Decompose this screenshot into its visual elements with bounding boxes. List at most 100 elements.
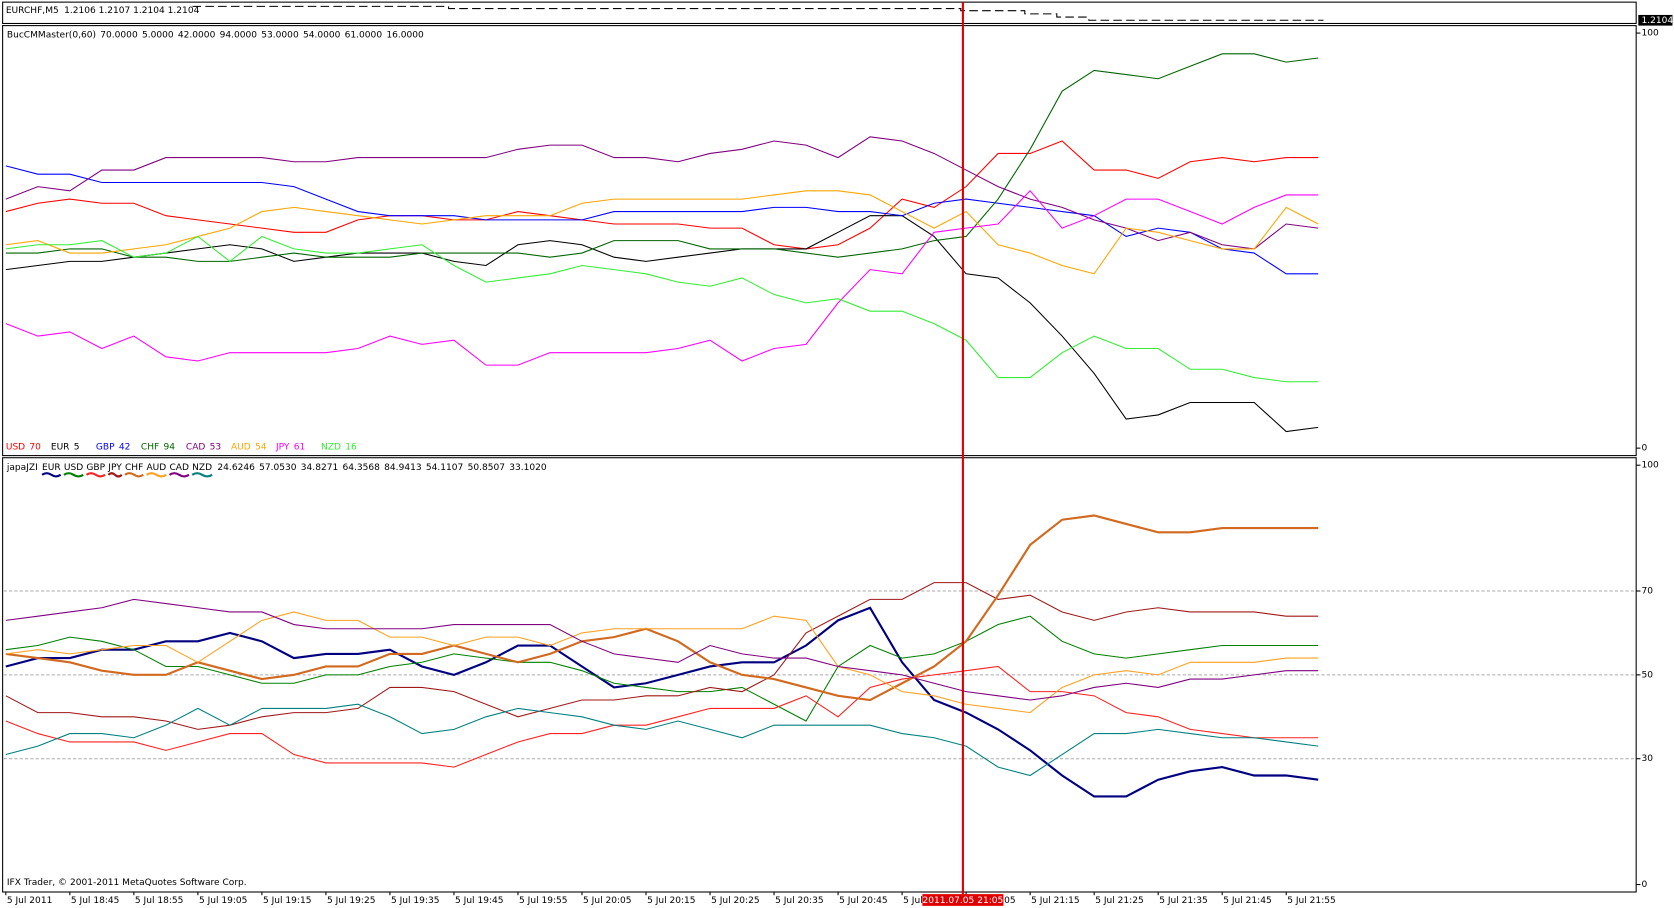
x-tick-label: 5 Jul 19:05 xyxy=(199,896,248,906)
legend-name: JPY xyxy=(275,443,290,453)
legend-name: NZD xyxy=(192,463,212,473)
price-label: 1.2104 xyxy=(1642,16,1674,26)
reading: 94.0000 xyxy=(220,31,258,41)
x-tick-label: 5 Jul 21:55 xyxy=(1287,896,1336,906)
price-line xyxy=(192,5,1324,21)
legend-glyph xyxy=(145,472,167,478)
x-tick-label: 5 Jul 21:45 xyxy=(1223,896,1272,906)
series-line xyxy=(5,606,1319,798)
series-line xyxy=(5,611,1319,714)
series-line xyxy=(5,598,1319,701)
series-line xyxy=(5,190,1319,275)
legend-name: AUD xyxy=(146,463,166,473)
y-tick-label: 70 xyxy=(1642,587,1654,597)
legend-name: NZD xyxy=(321,443,341,453)
x-tick-label: 5 Jul 21:35 xyxy=(1159,896,1208,906)
indicator-name: BucCMMaster(0,60) xyxy=(7,31,96,41)
x-tick-label: 5 Jul 18:55 xyxy=(135,896,184,906)
x-tick-label: 5 Jul 2011 xyxy=(7,896,52,906)
reading: 61.0000 xyxy=(345,31,383,41)
x-tick-label: 5 Jul 18:45 xyxy=(71,896,120,906)
legend-glyph xyxy=(41,472,62,478)
legend-glyph xyxy=(107,472,123,478)
x-tick-label: 5 Jul 20:35 xyxy=(775,896,824,906)
reading: 53.0000 xyxy=(261,31,299,41)
y-tick-label: 0 xyxy=(1642,444,1648,454)
legend-name: CHF xyxy=(125,463,143,473)
y-tick-label: 100 xyxy=(1642,29,1660,39)
indicator-name: japaJZI xyxy=(6,463,38,473)
series-line xyxy=(5,215,1319,433)
footer: IFX Trader, © 2001-2011 MetaQuotes Softw… xyxy=(7,878,247,888)
legend-value: 53 xyxy=(210,443,222,453)
series-line xyxy=(5,514,1319,702)
x-tick-label: 5 Jul 19:25 xyxy=(327,896,375,906)
reading: 64.3568 xyxy=(342,463,380,473)
quotes: 1.2106 1.2107 1.2104 1.2104 xyxy=(64,6,199,16)
plots: 5 Jul 2011 5 Jul 18:45 5 Jul 18:55 5 Jul 19… xyxy=(3,29,1660,906)
legend-name: USD xyxy=(64,463,83,473)
series-line xyxy=(5,165,1319,275)
y-tick-label: 30 xyxy=(1642,754,1654,764)
legend-value: 16 xyxy=(345,443,357,453)
legend-value: 5 xyxy=(74,443,80,453)
legend-value: 61 xyxy=(294,443,306,453)
legend-name: GBP xyxy=(96,443,115,453)
x-tick-label: 5 Jul 19:35 xyxy=(391,896,440,906)
x-tick-label: 5 Jul 20:05 xyxy=(583,896,631,906)
legend-name: USD xyxy=(6,443,25,453)
reading: 34.8271 xyxy=(301,463,338,473)
indicator-panel-1 xyxy=(2,25,1637,457)
reading: 42.0000 xyxy=(178,31,216,41)
reading: 54.0000 xyxy=(303,31,341,41)
legend-value: 94 xyxy=(163,443,175,453)
legend-value: 54 xyxy=(255,443,267,453)
legend-glyph xyxy=(191,472,213,478)
legend-glyph xyxy=(85,472,106,478)
price-box xyxy=(1638,14,1673,26)
series-line xyxy=(5,615,1319,722)
legend-value: 70 xyxy=(29,443,41,453)
legend-glyph xyxy=(63,472,84,478)
legend-name: CAD xyxy=(169,463,189,473)
series-line xyxy=(5,582,1319,730)
x-tick-label: 5 Jul 20:15 xyxy=(647,896,695,906)
reading: 24.6246 xyxy=(217,463,255,473)
y-tick-label: 100 xyxy=(1642,461,1660,471)
legend-glyph xyxy=(168,472,190,478)
series-line xyxy=(5,190,1319,366)
reading: 16.0000 xyxy=(386,31,424,41)
legend-name: AUD xyxy=(231,443,251,453)
reading: 50.8507 xyxy=(468,463,505,473)
x-tick-label: 5 Jul 19:45 xyxy=(455,896,504,906)
reading: 54.1107 xyxy=(426,463,463,473)
x-tick-label: 5 Jul 21:25 xyxy=(1095,896,1144,906)
series-line xyxy=(5,703,1319,777)
x-tick-label: 5 Jul 19:55 xyxy=(519,896,568,906)
reading: 57.0530 xyxy=(259,463,297,473)
series-line xyxy=(5,235,1319,383)
cursor-label: 2011.07.05 21:05 xyxy=(923,896,1004,906)
series-line xyxy=(5,140,1319,250)
legend-name: EUR xyxy=(42,463,61,473)
y-tick-label: 50 xyxy=(1642,670,1654,680)
legend-glyph xyxy=(124,472,144,478)
series-line xyxy=(5,665,1319,768)
y-tick-label: 0 xyxy=(1642,880,1648,890)
cursor-box xyxy=(922,894,1004,906)
price-panel xyxy=(2,1,1637,25)
x-tick-label: 5 Jul 19:15 xyxy=(263,896,311,906)
x-tick-label: 5 Jul 20:25 xyxy=(711,896,759,906)
reading: 5.0000 xyxy=(142,31,174,41)
legend-name: CAD xyxy=(186,443,206,453)
reading: 70.0000 xyxy=(100,31,138,41)
reading: 33.1020 xyxy=(509,463,547,473)
symbol: EURCHF,M5 xyxy=(6,6,59,16)
x-tick-label: 5 Jul 21:15 xyxy=(1031,896,1080,906)
x-tick-label: 5 Jul 20:45 xyxy=(839,896,888,906)
series-line xyxy=(5,53,1319,262)
legend-value: 42 xyxy=(119,443,131,453)
reading: 84.9413 xyxy=(384,463,422,473)
